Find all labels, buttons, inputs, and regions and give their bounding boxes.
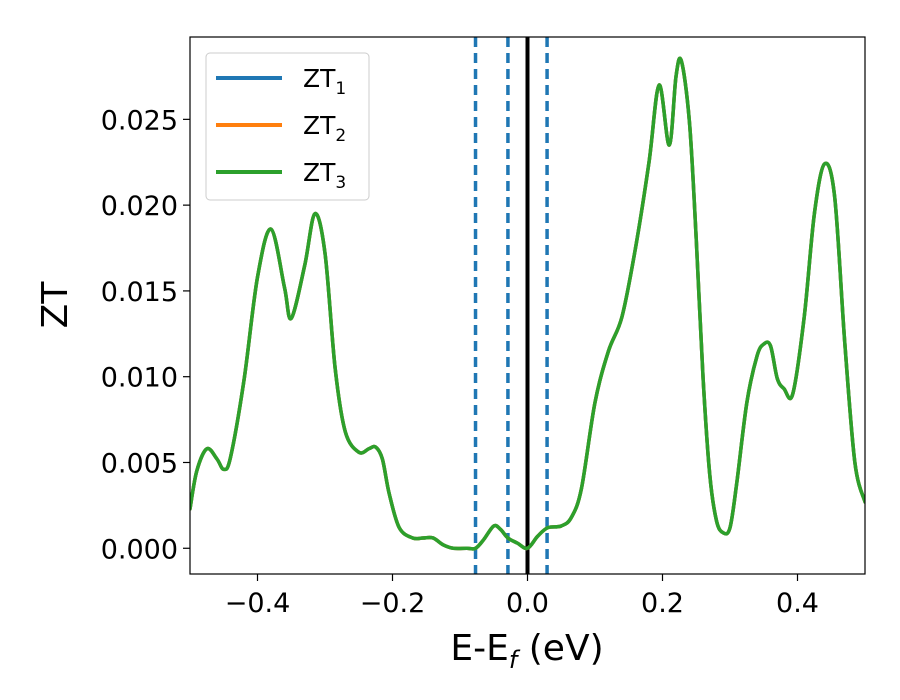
reference-lines <box>473 37 549 574</box>
legend-box <box>205 52 370 201</box>
legend-label-zt2-sub: 2 <box>335 126 346 146</box>
x-axis-ticks: −0.4 −0.2 0.0 0.2 0.4 <box>225 574 819 619</box>
legend-label-zt1-main: ZT <box>303 64 336 93</box>
legend-label-zt1: ZT1 <box>303 64 346 99</box>
y-tick-label: 0.010 <box>101 363 178 394</box>
x-axis-title-tail: (eV) <box>517 628 603 669</box>
y-tick-label: 0.020 <box>101 191 178 222</box>
series-lines <box>190 56 865 551</box>
y-tick-label: 0.005 <box>101 448 178 479</box>
legend: ZT1 ZT2 ZT3 <box>205 52 370 201</box>
series-line-zt3 <box>190 56 865 551</box>
legend-label-zt2-main: ZT <box>303 111 336 140</box>
x-tick-label: −0.4 <box>225 588 291 619</box>
legend-label-zt3-sub: 3 <box>335 173 346 193</box>
x-tick-label: 0.0 <box>506 588 549 619</box>
x-tick-label: 0.4 <box>776 588 819 619</box>
x-axis-title: E-Ef (eV) <box>450 628 603 674</box>
legend-label-zt1-sub: 1 <box>335 79 346 99</box>
legend-label-zt3-main: ZT <box>303 158 336 187</box>
y-tick-label: 0.025 <box>101 105 178 136</box>
y-axis-title: ZT <box>35 281 76 329</box>
y-axis-ticks: 0.000 0.005 0.010 0.015 0.020 0.025 <box>101 105 190 565</box>
y-tick-label: 0.015 <box>101 277 178 308</box>
x-tick-label: 0.2 <box>641 588 684 619</box>
legend-label-zt2: ZT2 <box>303 111 346 146</box>
legend-label-zt3: ZT3 <box>303 158 346 193</box>
x-axis-title-main: E-E <box>450 628 508 669</box>
x-tick-label: −0.2 <box>360 588 426 619</box>
y-tick-label: 0.000 <box>101 534 178 565</box>
